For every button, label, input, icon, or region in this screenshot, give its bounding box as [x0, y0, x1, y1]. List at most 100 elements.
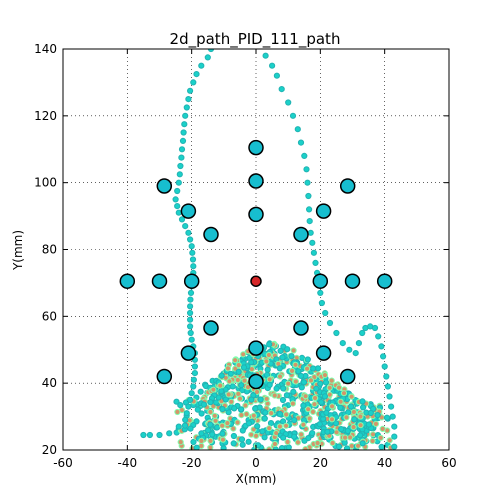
- path-left-point: [187, 329, 194, 337]
- cloud-point: [263, 358, 270, 365]
- cloud-point: [324, 428, 331, 435]
- path-right-point: [289, 112, 297, 119]
- cloud-point: [314, 439, 321, 447]
- cloud-point: [345, 409, 352, 416]
- cloud-point: [280, 418, 287, 425]
- path-left-point: [187, 309, 194, 317]
- target-marker: [156, 178, 173, 194]
- cloud-point: [337, 404, 344, 411]
- path-left-point: [187, 296, 194, 303]
- path-left-point: [178, 154, 185, 161]
- target-marker: [248, 173, 264, 189]
- cloud-point: [224, 365, 232, 372]
- cloud-point: [277, 347, 284, 354]
- path-right-point: [375, 333, 382, 340]
- cloud-point: [321, 393, 328, 400]
- cloud-point: [321, 372, 329, 379]
- cloud-point: [374, 412, 381, 419]
- path-right-point: [306, 206, 313, 213]
- cloud-point: [228, 398, 235, 405]
- cloud-point: [276, 423, 283, 430]
- cloud-point: [193, 418, 200, 425]
- cloud-point: [304, 365, 311, 372]
- x-tick-label: -20: [182, 456, 202, 470]
- cloud-point: [276, 411, 284, 418]
- cloud-point: [312, 394, 319, 402]
- path-right-point: [391, 423, 398, 430]
- target-marker: [180, 203, 197, 219]
- cloud-point: [207, 408, 214, 416]
- x-tick-label: 0: [252, 456, 260, 470]
- cloud-point: [350, 424, 357, 431]
- target-marker: [119, 273, 136, 289]
- cloud-point: [268, 410, 275, 417]
- cloud-point: [219, 436, 227, 443]
- cloud-point: [343, 414, 350, 421]
- cloud-point: [333, 429, 340, 436]
- cloud-point: [259, 428, 266, 435]
- y-tick-label: 40: [42, 376, 57, 390]
- cloud-point: [294, 439, 301, 446]
- path-left-point: [190, 263, 197, 270]
- cloud-point: [344, 427, 351, 435]
- target-marker: [248, 373, 264, 390]
- cloud-point: [342, 434, 349, 441]
- cloud-point: [365, 421, 372, 428]
- cloud-point: [241, 377, 248, 384]
- path-right-point: [301, 152, 308, 159]
- cloud-point: [306, 415, 313, 422]
- path-right-point: [285, 99, 292, 106]
- path-left-point: [182, 223, 189, 230]
- path-right-point: [355, 340, 362, 347]
- cloud-point: [230, 432, 237, 440]
- cloud-point: [248, 431, 255, 438]
- cloud-point: [238, 436, 246, 443]
- cloud-point: [302, 446, 309, 450]
- cloud-point: [213, 399, 220, 406]
- path-right-point: [307, 229, 314, 236]
- path-left-point: [174, 203, 181, 210]
- cloud-point: [386, 437, 393, 444]
- cloud-point: [245, 438, 252, 445]
- path-right-point: [312, 259, 319, 266]
- cloud-point: [271, 440, 278, 448]
- path-right-point: [378, 343, 385, 350]
- cloud-point: [253, 432, 260, 439]
- path-left-point: [176, 171, 183, 178]
- cloud-point: [288, 353, 295, 360]
- cloud-point: [377, 434, 384, 441]
- path-right-point: [304, 179, 311, 186]
- cloud-point: [298, 384, 305, 391]
- path-left-point: [179, 137, 187, 144]
- cloud-point: [257, 396, 264, 403]
- path-left-point: [175, 209, 182, 216]
- path-left-point: [204, 54, 211, 61]
- cloud-point: [300, 379, 308, 386]
- cloud-point: [357, 413, 364, 420]
- path-left-point: [140, 431, 147, 439]
- path-right-point: [262, 52, 269, 59]
- cloud-point: [265, 351, 272, 359]
- y-tick-label: 60: [42, 309, 57, 323]
- path-left-point: [187, 87, 194, 94]
- cloud-point: [226, 378, 233, 385]
- path-left-point: [166, 430, 173, 437]
- path-left-point: [187, 316, 194, 323]
- cloud-point: [301, 437, 308, 444]
- path-right-point: [333, 329, 340, 337]
- path-right-point: [326, 319, 334, 327]
- path-right-point: [381, 363, 388, 370]
- cloud-point: [193, 444, 200, 450]
- path-left-point: [189, 249, 196, 256]
- cloud-point: [266, 425, 273, 432]
- target-marker: [151, 273, 168, 289]
- x-tick-label: -40: [118, 456, 138, 470]
- target-marker: [203, 320, 219, 336]
- cloud-point: [285, 444, 292, 450]
- path-right-point: [391, 433, 398, 440]
- cloud-point: [248, 396, 255, 403]
- cloud-point: [357, 422, 364, 429]
- path-right-point: [339, 340, 346, 347]
- path-right-point: [303, 166, 310, 173]
- cloud-point: [335, 443, 343, 450]
